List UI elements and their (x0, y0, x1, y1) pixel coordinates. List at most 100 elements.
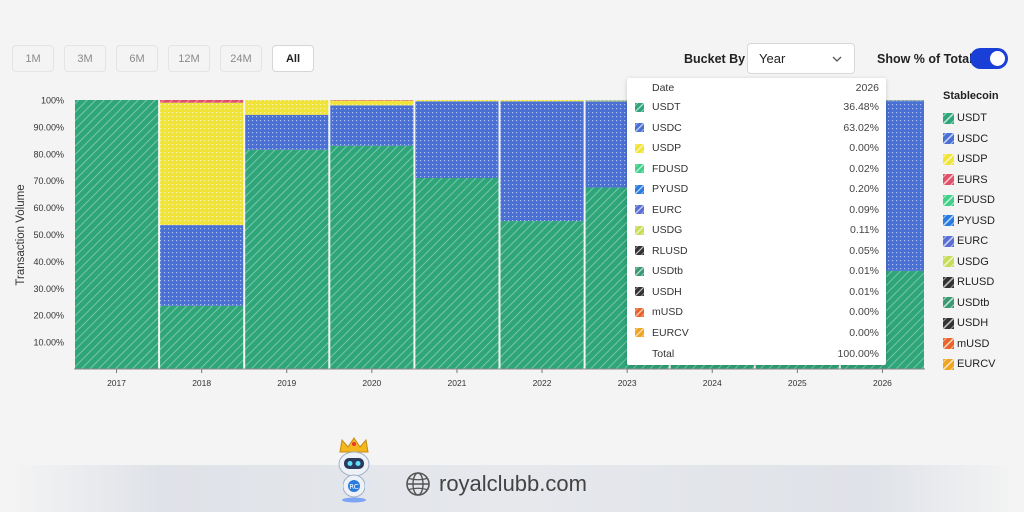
legend-label: USDG (957, 255, 989, 268)
tooltip-total-row: Total 100.00% (627, 344, 886, 365)
bar-usdt-2019[interactable] (245, 149, 329, 369)
tooltip-value: 0.05% (849, 244, 879, 257)
bar-usdp-2019[interactable] (245, 100, 329, 115)
bar-usdt-2017[interactable] (75, 100, 159, 369)
x-tick-label: 2025 (788, 378, 807, 388)
tooltip-row-usdtb: USDtb 0.01% (627, 261, 886, 282)
bar-usdc-2019[interactable] (245, 114, 329, 150)
bucket-by-label: Bucket By (684, 52, 746, 66)
legend-swatch-icon (943, 297, 954, 309)
tooltip-value: 0.00% (849, 326, 879, 339)
tooltip-row-eurcv: EURCV 0.00% (627, 323, 886, 344)
swatch-icon (635, 102, 644, 112)
legend-swatch-icon (943, 153, 954, 165)
legend-item-usdt[interactable]: USDT (943, 108, 999, 129)
y-tick-label: 80.00% (33, 149, 64, 159)
legend-item-usdc[interactable]: USDC (943, 129, 999, 150)
x-tick-label: 2024 (703, 378, 722, 388)
tooltip-label: mUSD (652, 306, 683, 319)
bar-usdt-2018[interactable] (160, 305, 244, 369)
bar-usdc-2020[interactable] (330, 105, 414, 146)
legend-swatch-icon (943, 215, 954, 227)
tooltip-label: USDC (652, 121, 682, 134)
legend-item-fdusd[interactable]: FDUSD (943, 190, 999, 211)
tooltip-row-pyusd: PYUSD 0.20% (627, 179, 886, 200)
tooltip-label: FDUSD (652, 162, 689, 175)
timeframe-3m-button[interactable]: 3M (64, 45, 106, 72)
bar-usdc-2022[interactable] (500, 101, 584, 222)
tooltip-label: PYUSD (652, 183, 689, 196)
tooltip-value: 0.01% (849, 265, 879, 278)
legend-label: PYUSD (957, 214, 995, 227)
legend-label: mUSD (957, 337, 990, 350)
timeframe-6m-button[interactable]: 6M (116, 45, 158, 72)
swatch-icon (635, 205, 644, 215)
bar-usdt-2021[interactable] (415, 178, 499, 369)
timeframe-24m-button[interactable]: 24M (220, 45, 262, 72)
tooltip-row-usdg: USDG 0.11% (627, 220, 886, 241)
bar-usdp-2020[interactable] (330, 100, 414, 106)
tooltip-label: EURCV (652, 326, 689, 339)
tooltip-value: 0.11% (850, 224, 879, 237)
legend-swatch-icon (943, 194, 954, 206)
legend-swatch-icon (943, 276, 954, 288)
legend-swatch-icon (943, 235, 954, 247)
tooltip-row-usdt: USDT 36.48% (627, 97, 886, 118)
legend-item-musd[interactable]: mUSD (943, 334, 999, 355)
timeframe-all-button[interactable]: All (272, 45, 314, 72)
legend-label: USDC (957, 132, 989, 145)
tooltip-value: 0.00% (849, 306, 879, 319)
legend-label: RLUSD (957, 276, 995, 289)
swatch-icon (635, 246, 644, 256)
tooltip-row-usdc: USDC 63.02% (627, 118, 886, 139)
bar-usdc-2021[interactable] (415, 101, 499, 179)
tooltip-label: Total (652, 348, 675, 361)
show-percent-toggle[interactable] (970, 48, 1008, 69)
legend-item-usdp[interactable]: USDP (943, 149, 999, 170)
x-tick-label: 2026 (873, 378, 892, 388)
legend-item-usdg[interactable]: USDG (943, 252, 999, 273)
legend-item-rlusd[interactable]: RLUSD (943, 272, 999, 293)
tooltip-row-rlusd: RLUSD 0.05% (627, 241, 886, 262)
tooltip-date-row: Date 2026 (627, 78, 886, 99)
timeframe-1m-button[interactable]: 1M (12, 45, 54, 72)
legend-item-usdh[interactable]: USDH (943, 313, 999, 334)
tooltip-value: 0.09% (849, 203, 879, 216)
timeframe-12m-button[interactable]: 12M (168, 45, 210, 72)
legend-label: USDH (957, 317, 989, 330)
legend-label: EURS (957, 173, 988, 186)
chevron-down-icon (832, 56, 842, 62)
tooltip-label: USDT (652, 101, 681, 114)
legend-item-eurc[interactable]: EURC (943, 231, 999, 252)
svg-text:RC: RC (349, 483, 359, 491)
tooltip-value: 63.02% (843, 121, 879, 134)
legend-swatch-icon (943, 317, 954, 329)
bar-usdp-2018[interactable] (160, 102, 244, 226)
tooltip-value: 0.01% (849, 285, 879, 298)
tooltip-value: 0.02% (849, 162, 879, 175)
legend-item-eurcv[interactable]: EURCV (943, 354, 999, 375)
legend-label: FDUSD (957, 194, 995, 207)
bar-usdt-2022[interactable] (500, 221, 584, 369)
globe-icon (406, 472, 430, 496)
tooltip-row-musd: mUSD 0.00% (627, 302, 886, 323)
x-tick-label: 2021 (447, 378, 466, 388)
swatch-icon (635, 307, 644, 317)
bar-usdc-2018[interactable] (160, 225, 244, 306)
x-tick-label: 2019 (277, 378, 296, 388)
bar-eurs-2020[interactable] (330, 100, 414, 101)
tooltip-row-usdh: USDH 0.01% (627, 282, 886, 303)
legend-item-usdtb[interactable]: USDtb (943, 293, 999, 314)
bar-usdp-2021[interactable] (415, 100, 499, 102)
bar-usdp-2022[interactable] (500, 100, 584, 102)
y-tick-label: 70.00% (33, 176, 64, 186)
bar-eurs-2018[interactable] (160, 100, 244, 103)
legend-item-eurs[interactable]: EURS (943, 170, 999, 191)
tooltip-value: 0.00% (849, 142, 879, 155)
bucket-by-select[interactable]: Year (747, 43, 855, 74)
legend-label: USDT (957, 112, 987, 125)
legend-swatch-icon (943, 358, 954, 370)
bar-usdt-2020[interactable] (330, 145, 414, 369)
footer-brand[interactable]: royalclubb.com (405, 471, 587, 497)
legend-item-pyusd[interactable]: PYUSD (943, 211, 999, 232)
